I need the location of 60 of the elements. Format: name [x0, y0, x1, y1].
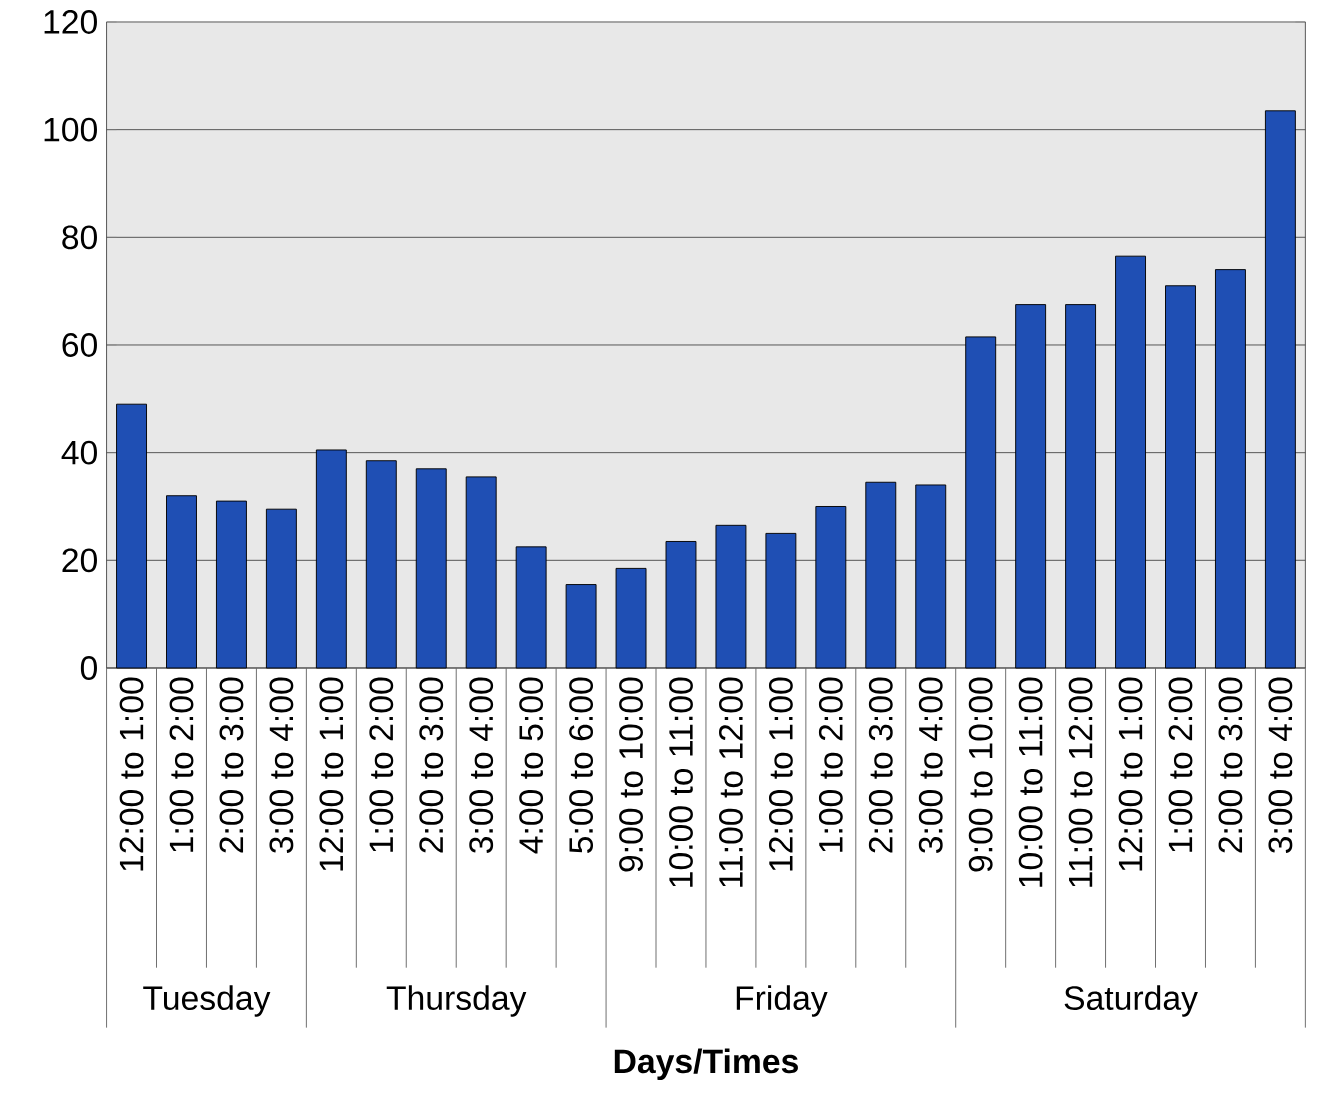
x-tick-label: 3:00 to 4:00	[469, 677, 494, 853]
bar	[1015, 304, 1047, 669]
y-tick-label: 40	[61, 440, 97, 465]
x-axis-title: Days/Times	[614, 1048, 798, 1080]
y-tick-label: 80	[62, 225, 97, 250]
x-tick-label: 1:00 to 2:00	[169, 677, 194, 852]
x-tick-label: 12:00 to 1:00	[319, 677, 344, 871]
x-tick-label: 3:00 to 4:00	[918, 677, 943, 853]
x-tick-label: 9:00 to 10:00	[619, 677, 643, 872]
x-tick-label: 12:00 to 1:00	[119, 677, 144, 871]
x-tick-label: 2:00 to 3:00	[219, 677, 244, 853]
bar	[865, 481, 897, 669]
x-tick-label: 1:00 to 2:00	[1168, 677, 1193, 852]
y-tick-label: 120	[44, 9, 97, 34]
x-tick-label: 1:00 to 2:00	[818, 677, 843, 852]
bar	[665, 540, 697, 669]
y-tick-label: 60	[62, 332, 97, 357]
x-tick-label: 2:00 to 3:00	[1218, 677, 1243, 853]
x-tick-label: 11:00 to 12:00	[1068, 677, 1093, 887]
x-tick-label: 10:00 to 11:00	[669, 677, 693, 887]
bar	[1165, 285, 1196, 669]
y-tick-label: 0	[80, 655, 97, 680]
text: Thursday	[386, 985, 527, 1017]
x-tick-label: 12:00 to 1:00	[768, 677, 793, 871]
bar	[915, 484, 947, 669]
x-tick-label: 1:00 to 2:00	[369, 677, 394, 852]
bar	[315, 449, 347, 669]
bar	[815, 505, 847, 669]
bar	[116, 403, 147, 669]
bar	[166, 495, 197, 669]
x-tick-label: 4:00 to 5:00	[519, 677, 544, 854]
x-tick-label: 5:00 to 6:00	[569, 677, 594, 853]
x-tick-label: 10:00 to 11:00	[1018, 677, 1043, 887]
x-tick-label: 2:00 to 3:00	[419, 677, 444, 853]
bar	[365, 460, 397, 669]
x-tick-label: 3:00 to 4:00	[1268, 677, 1293, 853]
bar	[615, 567, 647, 669]
x-tick-label: 9:00 to 10:00	[968, 677, 993, 872]
y-tick-label: 100	[44, 117, 97, 142]
x-tick-label: 12:00 to 1:00	[1118, 677, 1143, 871]
text: Tuesday	[143, 985, 271, 1017]
text: Friday	[736, 985, 828, 1017]
x-tick-label: 3:00 to 4:00	[269, 677, 294, 853]
bar	[515, 546, 547, 669]
x-tick-label: 2:00 to 3:00	[868, 677, 893, 853]
bar	[1214, 269, 1246, 669]
x-tick-label: 11:00 to 12:00	[719, 677, 743, 887]
bar	[1065, 304, 1097, 669]
bar	[465, 476, 497, 669]
bar	[215, 500, 247, 669]
text: Saturday	[1064, 985, 1198, 1017]
bar	[415, 468, 447, 669]
bar	[565, 583, 597, 669]
bar	[765, 532, 797, 669]
bar	[965, 336, 997, 669]
bar	[265, 508, 297, 669]
bar	[1264, 110, 1296, 669]
y-tick-label: 20	[62, 548, 97, 573]
bar	[715, 524, 747, 669]
bar	[1115, 255, 1146, 669]
